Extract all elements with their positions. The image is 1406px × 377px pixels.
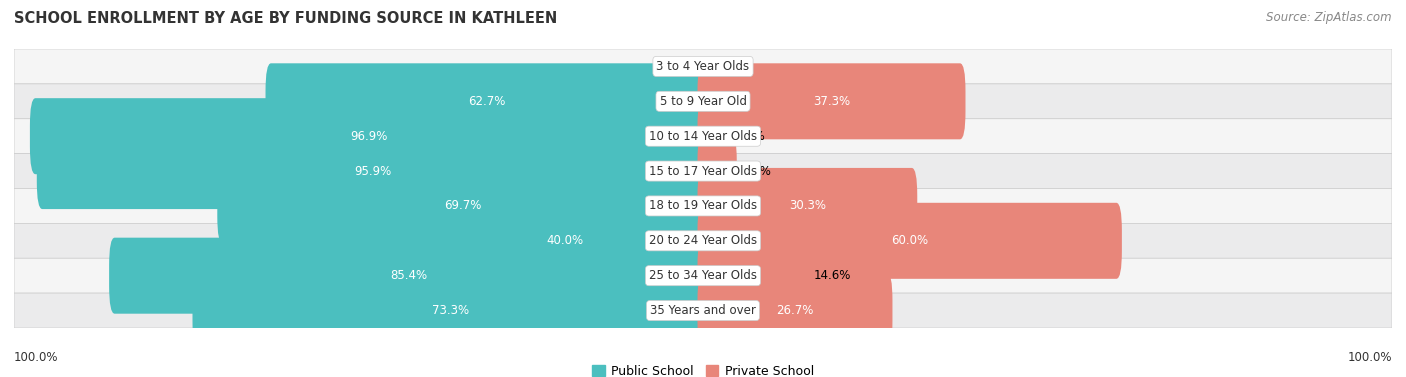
FancyBboxPatch shape — [218, 168, 709, 244]
FancyBboxPatch shape — [110, 238, 709, 314]
Text: 18 to 19 Year Olds: 18 to 19 Year Olds — [650, 199, 756, 212]
Text: 37.3%: 37.3% — [813, 95, 851, 108]
Text: 3 to 4 Year Olds: 3 to 4 Year Olds — [657, 60, 749, 73]
Text: 96.9%: 96.9% — [350, 130, 388, 143]
FancyBboxPatch shape — [193, 273, 709, 349]
Text: SCHOOL ENROLLMENT BY AGE BY FUNDING SOURCE IN KATHLEEN: SCHOOL ENROLLMENT BY AGE BY FUNDING SOUR… — [14, 11, 557, 26]
FancyBboxPatch shape — [14, 223, 1392, 258]
FancyBboxPatch shape — [37, 133, 709, 209]
Text: 40.0%: 40.0% — [547, 234, 583, 247]
Legend: Public School, Private School: Public School, Private School — [588, 360, 818, 377]
Text: 73.3%: 73.3% — [432, 304, 470, 317]
FancyBboxPatch shape — [14, 258, 1392, 293]
Text: 35 Years and over: 35 Years and over — [650, 304, 756, 317]
FancyBboxPatch shape — [697, 98, 730, 174]
Text: 62.7%: 62.7% — [468, 95, 506, 108]
FancyBboxPatch shape — [266, 63, 709, 139]
Text: 85.4%: 85.4% — [391, 269, 427, 282]
Text: 30.3%: 30.3% — [789, 199, 825, 212]
FancyBboxPatch shape — [697, 238, 808, 314]
Text: 60.0%: 60.0% — [891, 234, 928, 247]
Text: 5 to 9 Year Old: 5 to 9 Year Old — [659, 95, 747, 108]
Text: 14.6%: 14.6% — [814, 269, 851, 282]
Text: 69.7%: 69.7% — [444, 199, 482, 212]
Text: Source: ZipAtlas.com: Source: ZipAtlas.com — [1267, 11, 1392, 24]
Text: 4.1%: 4.1% — [741, 165, 772, 178]
Text: 25 to 34 Year Olds: 25 to 34 Year Olds — [650, 269, 756, 282]
FancyBboxPatch shape — [14, 293, 1392, 328]
Text: 10 to 14 Year Olds: 10 to 14 Year Olds — [650, 130, 756, 143]
Text: 100.0%: 100.0% — [1347, 351, 1392, 364]
FancyBboxPatch shape — [697, 63, 966, 139]
FancyBboxPatch shape — [30, 98, 709, 174]
FancyBboxPatch shape — [14, 119, 1392, 154]
FancyBboxPatch shape — [422, 203, 709, 279]
FancyBboxPatch shape — [14, 154, 1392, 188]
Text: 26.7%: 26.7% — [776, 304, 814, 317]
FancyBboxPatch shape — [697, 133, 737, 209]
Text: 15 to 17 Year Olds: 15 to 17 Year Olds — [650, 165, 756, 178]
FancyBboxPatch shape — [14, 188, 1392, 223]
FancyBboxPatch shape — [14, 49, 1392, 84]
Text: 95.9%: 95.9% — [354, 165, 391, 178]
Text: 0.0%: 0.0% — [713, 60, 742, 73]
FancyBboxPatch shape — [697, 203, 1122, 279]
Text: 0.0%: 0.0% — [664, 60, 693, 73]
FancyBboxPatch shape — [697, 273, 893, 349]
FancyBboxPatch shape — [697, 168, 917, 244]
Text: 3.1%: 3.1% — [735, 130, 765, 143]
Text: 100.0%: 100.0% — [14, 351, 59, 364]
Text: 20 to 24 Year Olds: 20 to 24 Year Olds — [650, 234, 756, 247]
FancyBboxPatch shape — [14, 84, 1392, 119]
